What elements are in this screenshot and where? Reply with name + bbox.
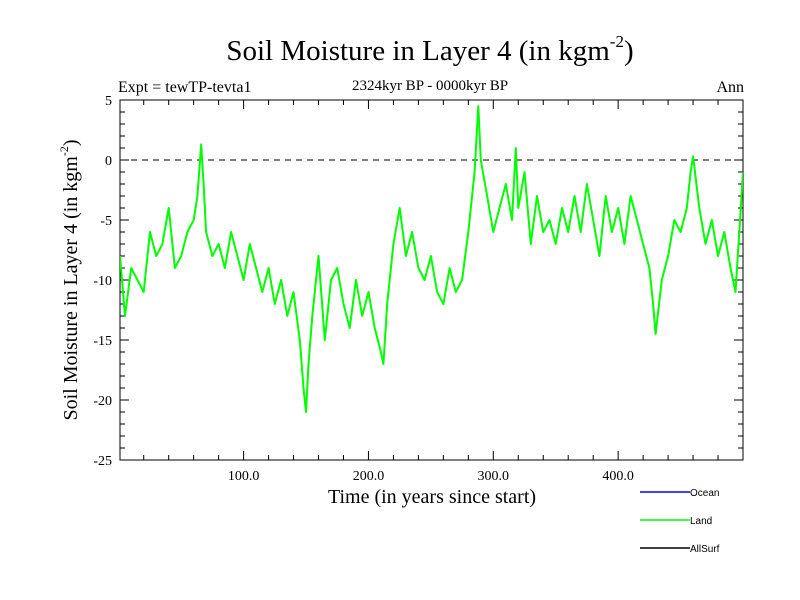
- x-tick-label: 400.0: [602, 469, 634, 484]
- title-superscript: -2: [610, 32, 624, 51]
- legend-label-land: Land: [690, 516, 712, 527]
- experiment-label: Expt = tewTP-tevta1: [118, 79, 251, 96]
- y-tick-label: -5: [100, 214, 112, 229]
- y-tick-label: 0: [105, 154, 112, 169]
- axis-ticks: [120, 100, 743, 460]
- legend-label-allsurf: AllSurf: [690, 544, 720, 555]
- y-tick-label: -25: [93, 454, 112, 469]
- y-tick-label: -15: [93, 334, 112, 349]
- title-main: Soil Moisture in Layer 4 (in kgm: [226, 35, 610, 67]
- series-line-land: [120, 105, 743, 413]
- y-tick-label: -10: [93, 274, 112, 289]
- title-suffix: ): [624, 35, 634, 67]
- x-axis-label: Time (in years since start): [328, 486, 536, 508]
- season-label: Ann: [716, 79, 744, 96]
- legend-label-ocean: Ocean: [690, 488, 719, 499]
- y-tick-label: 5: [105, 94, 112, 109]
- legend: Ocean Land AllSurf: [640, 488, 720, 555]
- chart-title: Soil Moisture in Layer 4 (in kgm-2): [226, 32, 633, 67]
- y-axis-label: Soil Moisture in Layer 4 (in kgm-2): [57, 139, 82, 420]
- x-tick-labels: 100.0 200.0 300.0 400.0: [228, 469, 634, 484]
- y-axis-label-suffix: ): [60, 139, 82, 146]
- y-axis-label-superscript: -2: [57, 146, 71, 156]
- y-tick-labels: 5 0 -5 -10 -15 -20 -25: [93, 94, 112, 469]
- x-tick-label: 100.0: [228, 469, 260, 484]
- y-axis-label-main: Soil Moisture in Layer 4 (in kgm: [60, 156, 82, 421]
- x-tick-label: 200.0: [353, 469, 385, 484]
- chart-subtitle: 2324kyr BP - 0000kyr BP: [352, 78, 508, 94]
- plot-frame: [119, 99, 744, 461]
- x-tick-label: 300.0: [478, 469, 510, 484]
- y-tick-label: -20: [93, 394, 112, 409]
